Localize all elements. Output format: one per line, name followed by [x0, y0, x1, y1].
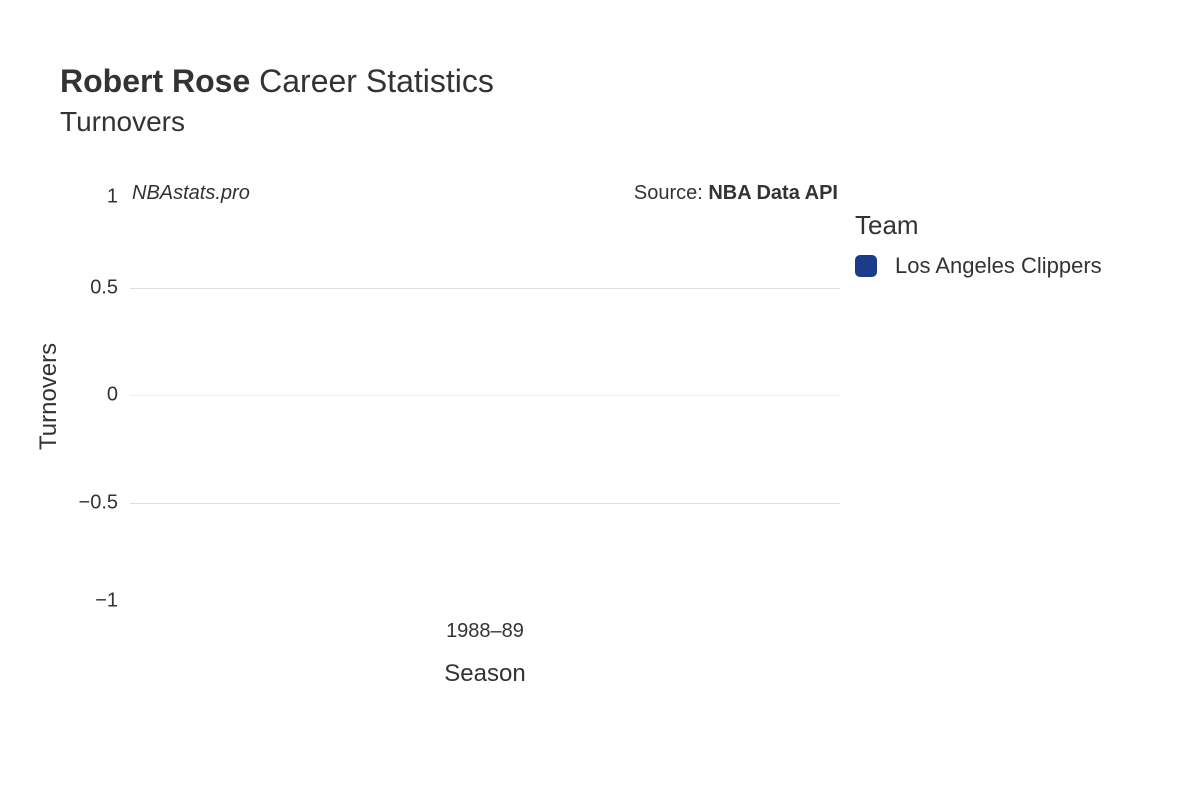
- x-axis-title: Season: [444, 660, 525, 688]
- watermark-text: NBAstats.pro: [132, 182, 250, 205]
- x-tick-label: 1988–89: [446, 620, 524, 643]
- legend-item-label: Los Angeles Clippers: [895, 253, 1102, 279]
- source-attribution: Source: NBA Data API: [634, 182, 838, 205]
- source-prefix: Source:: [634, 182, 708, 204]
- legend: Team Los Angeles Clippers: [855, 210, 1102, 279]
- chart-subtitle: Turnovers: [60, 106, 494, 138]
- source-name: NBA Data API: [708, 182, 838, 204]
- legend-title: Team: [855, 210, 1102, 241]
- title-suffix: Career Statistics: [250, 63, 494, 99]
- player-name: Robert Rose: [60, 63, 250, 99]
- y-tick-label: −1: [95, 590, 118, 613]
- y-axis-ticks: 1 0.5 0 −0.5 −1: [0, 180, 130, 610]
- plot-area: NBAstats.pro Source: NBA Data API: [130, 180, 840, 610]
- zero-line: [130, 395, 840, 396]
- y-tick-label: −0.5: [79, 491, 118, 514]
- gridline: [130, 503, 840, 504]
- chart-main-title: Robert Rose Career Statistics: [60, 62, 494, 100]
- legend-item: Los Angeles Clippers: [855, 253, 1102, 279]
- y-axis-title: Turnovers: [35, 343, 63, 450]
- y-tick-label: 0: [107, 384, 118, 407]
- y-tick-label: 1: [107, 186, 118, 209]
- y-tick-label: 0.5: [90, 276, 118, 299]
- legend-swatch: [855, 255, 877, 277]
- chart-title-block: Robert Rose Career Statistics Turnovers: [60, 62, 494, 138]
- gridline: [130, 288, 840, 289]
